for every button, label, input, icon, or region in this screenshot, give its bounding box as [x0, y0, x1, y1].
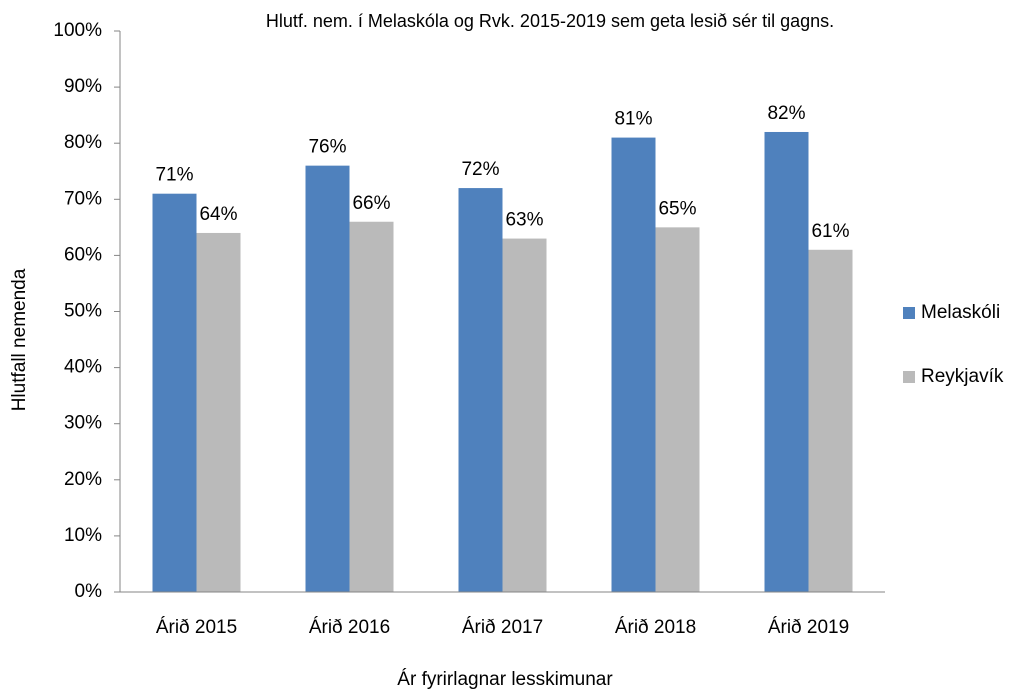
data-label: 71% [155, 165, 193, 186]
legend-label: Melaskóli [921, 302, 1000, 323]
bar [152, 193, 197, 592]
x-tick-label: Árið 2015 [156, 617, 237, 638]
bar [196, 232, 241, 592]
data-label: 63% [505, 210, 543, 231]
bar [611, 137, 656, 592]
y-tick-label: 10% [64, 525, 102, 546]
x-tick-label: Árið 2016 [309, 617, 390, 638]
chart-title: Hlutf. nem. í Melaskóla og Rvk. 2015-201… [266, 11, 834, 31]
legend-swatch [903, 307, 915, 319]
data-label: 82% [767, 103, 805, 124]
y-tick-label: 70% [64, 188, 102, 209]
x-tick-label: Árið 2019 [768, 617, 849, 638]
data-label: 81% [614, 109, 652, 130]
y-tick-label: 40% [64, 357, 102, 378]
y-tick-label: 50% [64, 301, 102, 322]
x-tick-label: Árið 2018 [615, 617, 696, 638]
y-tick-label: 30% [64, 413, 102, 434]
bar [655, 227, 700, 592]
data-label: 76% [308, 137, 346, 158]
data-label: 66% [352, 193, 390, 214]
y-tick-label: 60% [64, 244, 102, 265]
y-axis-label: Hlutfall nemenda [9, 268, 30, 411]
legend-label: Reykjavík [921, 366, 1004, 387]
bar [764, 131, 809, 593]
legend-swatch [903, 371, 915, 383]
data-label: 72% [461, 159, 499, 180]
bar [305, 165, 350, 592]
x-axis-label: Ár fyrirlagnar lesskimunar [397, 669, 613, 690]
x-tick-label: Árið 2017 [462, 617, 543, 638]
bar [458, 188, 503, 592]
bar [808, 249, 853, 593]
y-tick-label: 0% [75, 581, 103, 602]
bar [349, 221, 394, 593]
data-label: 61% [811, 221, 849, 242]
y-tick-label: 90% [64, 76, 102, 97]
data-label: 64% [199, 204, 237, 225]
bar [502, 238, 547, 592]
data-label: 65% [658, 198, 696, 219]
y-tick-label: 100% [53, 20, 102, 41]
y-tick-label: 20% [64, 469, 102, 490]
y-tick-label: 80% [64, 132, 102, 153]
